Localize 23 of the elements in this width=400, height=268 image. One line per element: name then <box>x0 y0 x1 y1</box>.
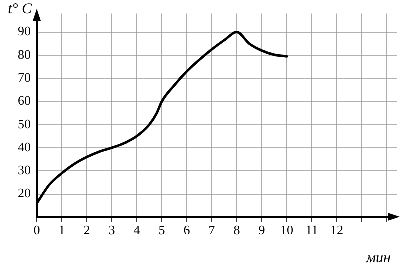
y-tick-label: 80 <box>18 46 31 62</box>
x-tick-label: 10 <box>280 222 294 238</box>
x-tick-label: 9 <box>258 222 266 238</box>
y-tick-label: 60 <box>18 93 31 108</box>
x-tick-label: 7 <box>208 222 216 238</box>
x-tick-label: 5 <box>158 222 166 238</box>
x-tick-label: 4 <box>134 222 141 238</box>
y-tick-label: 20 <box>18 186 31 201</box>
y-tick-label: 70 <box>18 70 31 86</box>
x-tick-label: 6 <box>184 222 191 238</box>
y-axis-title: t° C <box>8 1 33 18</box>
x-axis-title: мин <box>365 250 391 266</box>
x-tick-label: 8 <box>234 222 240 238</box>
y-tick-label: 30 <box>18 162 31 178</box>
x-tick-label: 3 <box>108 222 116 238</box>
y-tick-label: 90 <box>18 24 31 39</box>
x-tick-label: 11 <box>306 222 318 238</box>
y-tick-label: 40 <box>18 139 31 154</box>
x-tick-label: 12 <box>330 222 344 238</box>
y-tick-label: 50 <box>18 116 31 132</box>
x-tick-label: 1 <box>58 222 66 238</box>
x-tick-label: 0 <box>34 222 40 238</box>
x-tick-label: 2 <box>84 222 90 238</box>
